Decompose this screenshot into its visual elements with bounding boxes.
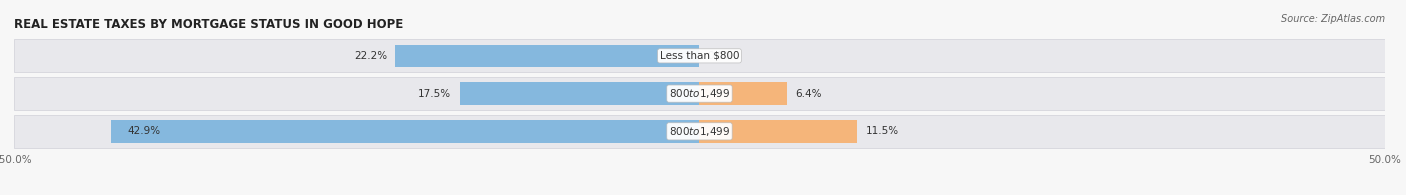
Text: 22.2%: 22.2% <box>354 51 387 61</box>
Bar <box>14 39 1385 73</box>
Text: REAL ESTATE TAXES BY MORTGAGE STATUS IN GOOD HOPE: REAL ESTATE TAXES BY MORTGAGE STATUS IN … <box>14 18 404 31</box>
Text: 6.4%: 6.4% <box>796 89 823 99</box>
Bar <box>460 82 700 105</box>
Text: Source: ZipAtlas.com: Source: ZipAtlas.com <box>1281 14 1385 24</box>
Bar <box>700 82 787 105</box>
Bar <box>14 115 1385 148</box>
Text: 17.5%: 17.5% <box>418 89 451 99</box>
Bar <box>395 44 700 67</box>
Bar <box>111 120 700 143</box>
Text: $800 to $1,499: $800 to $1,499 <box>669 125 730 138</box>
Text: 42.9%: 42.9% <box>128 126 160 136</box>
Text: Less than $800: Less than $800 <box>659 51 740 61</box>
Bar <box>700 120 858 143</box>
Bar <box>14 77 1385 110</box>
Text: 0.0%: 0.0% <box>707 51 734 61</box>
Text: 11.5%: 11.5% <box>865 126 898 136</box>
Text: $800 to $1,499: $800 to $1,499 <box>669 87 730 100</box>
